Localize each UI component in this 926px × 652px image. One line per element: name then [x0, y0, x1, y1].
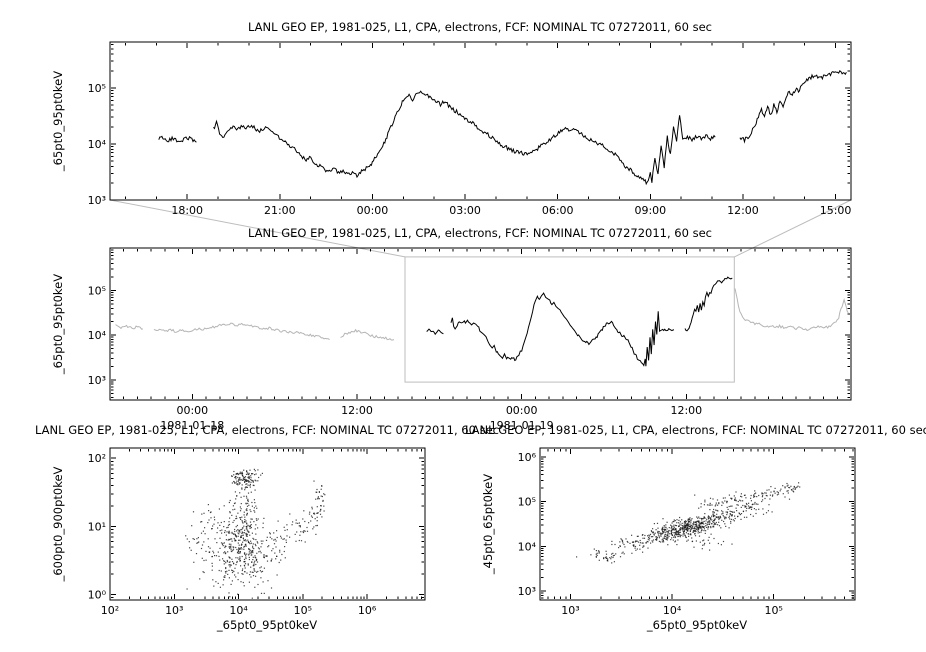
axis-tick-labels: 10⁰ 10¹ 10² 10² 10³ 10⁴ 10⁵ 10⁶ — [88, 452, 377, 617]
y-tick-label: 10² — [88, 452, 106, 465]
scatter-left-xlabel: _65pt0_95pt0keV — [216, 618, 317, 632]
scatter-right-ylabel: _45pt0_65pt0keV — [481, 474, 495, 575]
y-tick-label: 10³ — [518, 585, 536, 598]
y-tick-label: 10⁴ — [88, 329, 107, 342]
top-panel-title: LANL GEO EP, 1981-025, L1, CPA, electron… — [248, 20, 712, 34]
y-tick-label: 10⁵ — [88, 284, 106, 297]
top-panel-ylabel: _65pt0_95pt0keV — [51, 71, 65, 172]
x-tick-label: 12:00 — [341, 404, 373, 417]
scatter-points — [185, 468, 326, 599]
context-panel-ylabel: _65pt0_95pt0keV — [51, 274, 65, 375]
x-tick-label: 18:00 — [171, 204, 203, 217]
x-tick-label: 00:00 — [506, 404, 538, 417]
axis-tick-labels: 10³ 10⁴ 10⁵ 00:00 1981-01-18 12:00 00:00 1981-0… — [88, 284, 703, 432]
y-tick-label: 10⁴ — [88, 138, 107, 151]
scatter-left-title: LANL GEO EP, 1981-025, L1, CPA, electron… — [35, 423, 499, 437]
axis-ticks — [111, 43, 850, 201]
x-tick-label: 10⁵ — [294, 604, 312, 617]
zoom-connectors — [109, 199, 852, 258]
figure-text: LANL GEO EP, 1981-025, L1, CPA, electron… — [35, 20, 926, 632]
data-trace — [684, 276, 733, 332]
plot-frame — [109, 247, 852, 401]
top-timeseries-plot-area[interactable] — [110, 42, 851, 200]
context-timeseries-panel[interactable]: 10³ 10⁴ 10⁵ 00:00 1981-01-18 12:00 00:00 1981-0… — [88, 247, 852, 432]
x-tick-label: 10⁴ — [663, 604, 682, 617]
x-tick-label: 10³ — [561, 604, 579, 617]
top-timeseries-panel[interactable]: 10³ 10⁴ 10⁵ 18:00 21:00 00:00 03:00 06:00 09:00 1… — [88, 41, 852, 217]
scatter-right-xlabel: _65pt0_95pt0keV — [646, 618, 747, 632]
scatter-45-65-plot-area[interactable] — [540, 448, 855, 600]
plot-frame — [109, 41, 852, 201]
x-tick-label: 15:00 — [820, 204, 852, 217]
x-tick-label: 10⁵ — [764, 604, 782, 617]
y-tick-label: 10⁰ — [88, 589, 107, 602]
y-tick-label: 10⁶ — [518, 451, 537, 464]
x-tick-label: 10² — [101, 604, 119, 617]
zoom-connector-left — [109, 199, 406, 258]
axis-ticks — [541, 449, 854, 599]
x-tick-label: 00:00 — [176, 404, 208, 417]
x-tick-label: 10⁶ — [358, 604, 377, 617]
x-tick-label: 06:00 — [542, 204, 574, 217]
y-tick-label: 10⁵ — [88, 82, 106, 95]
x-tick-label: 10⁴ — [229, 604, 248, 617]
scatter-left-ylabel: _600pt0_900pt0keV — [51, 466, 65, 582]
x-tick-label: 12:00 — [670, 404, 702, 417]
y-tick-label: 10⁵ — [518, 496, 536, 509]
data-trace — [426, 328, 444, 336]
x-tick-label: 10³ — [165, 604, 183, 617]
scatter-600-900-plot-area[interactable] — [110, 448, 425, 600]
data-trace — [734, 288, 849, 332]
x-tick-label: 00:00 — [357, 204, 389, 217]
context-panel-title: LANL GEO EP, 1981-025, L1, CPA, electron… — [248, 226, 712, 240]
scatter-right-title: LANL GEO EP, 1981-025, L1, CPA, electron… — [465, 423, 926, 437]
x-tick-label: 03:00 — [449, 204, 481, 217]
axis-ticks — [109, 449, 424, 599]
axis-tick-labels: 10³ 10⁴ 10⁵ 10⁶ 10³ 10⁴ 10⁵ — [518, 451, 783, 617]
scatter-points — [576, 482, 801, 564]
y-tick-label: 10³ — [88, 194, 106, 207]
data-trace — [739, 70, 847, 144]
data-trace — [450, 292, 675, 367]
x-tick-label: 12:00 — [727, 204, 759, 217]
y-tick-label: 10³ — [88, 374, 106, 387]
data-trace — [213, 90, 716, 186]
plot-frame — [539, 447, 856, 601]
x-date-label: 1981-01-19 — [490, 419, 554, 432]
data-trace — [340, 328, 395, 341]
scatter-panel-600-900[interactable]: 10⁰ 10¹ 10² 10² 10³ 10⁴ 10⁵ 10⁶ — [88, 447, 426, 617]
plot-frame — [109, 447, 426, 601]
data-trace — [158, 135, 197, 143]
axis-ticks — [109, 249, 852, 399]
y-tick-label: 10¹ — [88, 520, 106, 533]
data-trace — [115, 324, 144, 330]
axis-tick-labels: 10³ 10⁴ 10⁵ 18:00 21:00 00:00 03:00 06:00 09:00 1… — [88, 82, 852, 217]
context-timeseries-plot-area[interactable] — [110, 248, 851, 400]
scatter-panel-45-65[interactable]: 10³ 10⁴ 10⁵ 10⁶ 10³ 10⁴ 10⁵ — [518, 447, 856, 617]
data-trace — [153, 322, 330, 341]
zoom-box[interactable] — [404, 256, 735, 383]
x-date-label: 1981-01-18 — [160, 419, 224, 432]
x-tick-label: 09:00 — [634, 204, 666, 217]
zoom-connector-right — [734, 199, 852, 258]
y-tick-label: 10⁴ — [518, 540, 537, 553]
x-tick-label: 21:00 — [264, 204, 296, 217]
